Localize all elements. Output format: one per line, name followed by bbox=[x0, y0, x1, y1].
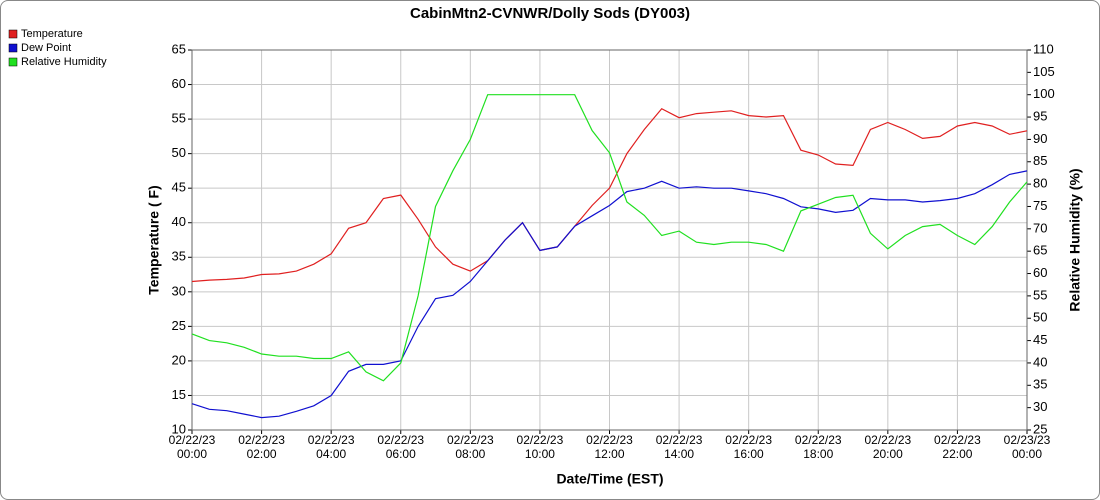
legend-label: Relative Humidity bbox=[21, 56, 107, 68]
y2-tick-label: 75 bbox=[1033, 198, 1047, 213]
y2-tick-label: 80 bbox=[1033, 176, 1047, 191]
series-line bbox=[191, 170, 1028, 419]
y-tick-label: 15 bbox=[172, 387, 186, 402]
y2-tick-label: 30 bbox=[1033, 399, 1047, 414]
y2-tick-label: 65 bbox=[1033, 243, 1047, 258]
y2-tick-label: 25 bbox=[1033, 421, 1047, 436]
x-tick-label: 02/22/23 22:00 bbox=[934, 433, 981, 461]
y-tick-label: 55 bbox=[172, 111, 186, 126]
y2-tick-label: 110 bbox=[1033, 41, 1054, 56]
x-tick-label: 02/22/23 20:00 bbox=[864, 433, 911, 461]
x-tick-label: 02/22/23 16:00 bbox=[725, 433, 772, 461]
x-tick-label: 02/22/23 14:00 bbox=[656, 433, 703, 461]
y-tick-label: 45 bbox=[172, 180, 186, 195]
x-axis-label: Date/Time (EST) bbox=[556, 471, 663, 487]
x-tick-label: 02/22/23 10:00 bbox=[517, 433, 564, 461]
y2-tick-label: 50 bbox=[1033, 310, 1047, 325]
y-tick-label: 35 bbox=[172, 249, 186, 264]
legend-label: Temperature bbox=[21, 28, 83, 40]
x-tick-label: 02/22/23 12:00 bbox=[586, 433, 633, 461]
chart-title: CabinMtn2-CVNWR/Dolly Sods (DY003) bbox=[410, 5, 690, 22]
x-tick-label: 02/22/23 02:00 bbox=[238, 433, 285, 461]
x-tick-label: 02/22/23 06:00 bbox=[377, 433, 424, 461]
series-line bbox=[191, 107, 1028, 283]
y-tick-label: 30 bbox=[172, 283, 186, 298]
y-axis-label: Temperature ( F) bbox=[146, 185, 162, 294]
legend-swatch bbox=[8, 43, 18, 53]
y2-tick-label: 55 bbox=[1033, 287, 1047, 302]
y-tick-label: 60 bbox=[172, 76, 186, 91]
legend-swatch bbox=[8, 29, 18, 39]
y-tick-label: 50 bbox=[172, 145, 186, 160]
y2-tick-label: 70 bbox=[1033, 220, 1047, 235]
x-tick-label: 02/22/23 18:00 bbox=[795, 433, 842, 461]
y2-tick-label: 35 bbox=[1033, 377, 1047, 392]
y-tick-label: 40 bbox=[172, 214, 186, 229]
y2-tick-label: 45 bbox=[1033, 332, 1047, 347]
y2-tick-label: 90 bbox=[1033, 131, 1047, 146]
y2-axis-label: Relative Humidity (%) bbox=[1067, 168, 1083, 311]
series-line bbox=[191, 94, 1028, 382]
legend-swatch bbox=[8, 57, 18, 67]
y2-tick-label: 95 bbox=[1033, 108, 1047, 123]
x-tick-label: 02/22/23 00:00 bbox=[169, 433, 216, 461]
y-tick-label: 65 bbox=[172, 41, 186, 56]
y-tick-label: 25 bbox=[172, 318, 186, 333]
x-tick-label: 02/22/23 08:00 bbox=[447, 433, 494, 461]
x-tick-label: 02/22/23 04:00 bbox=[308, 433, 355, 461]
y2-tick-label: 85 bbox=[1033, 153, 1047, 168]
x-tick-label: 02/23/23 00:00 bbox=[1004, 433, 1051, 461]
legend-label: Dew Point bbox=[21, 42, 71, 54]
y2-tick-label: 60 bbox=[1033, 265, 1047, 280]
y2-tick-label: 40 bbox=[1033, 354, 1047, 369]
y-tick-label: 20 bbox=[172, 352, 186, 367]
y2-tick-label: 105 bbox=[1033, 64, 1055, 79]
y2-tick-label: 100 bbox=[1033, 86, 1055, 101]
plot-border bbox=[191, 49, 1028, 431]
y-tick-label: 10 bbox=[172, 421, 186, 436]
